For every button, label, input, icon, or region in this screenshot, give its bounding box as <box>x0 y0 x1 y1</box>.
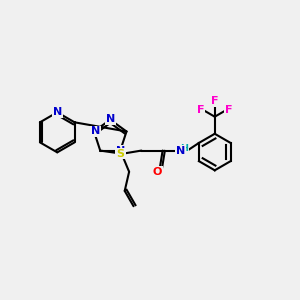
Text: F: F <box>211 96 218 106</box>
Text: O: O <box>153 167 162 177</box>
Text: F: F <box>197 105 204 115</box>
Text: N: N <box>52 107 62 117</box>
Text: H: H <box>180 144 188 153</box>
Text: S: S <box>116 148 124 158</box>
Text: N: N <box>176 146 185 156</box>
Text: N: N <box>116 146 125 156</box>
Text: N: N <box>91 127 100 136</box>
Text: N: N <box>106 114 115 124</box>
Text: F: F <box>225 105 232 115</box>
